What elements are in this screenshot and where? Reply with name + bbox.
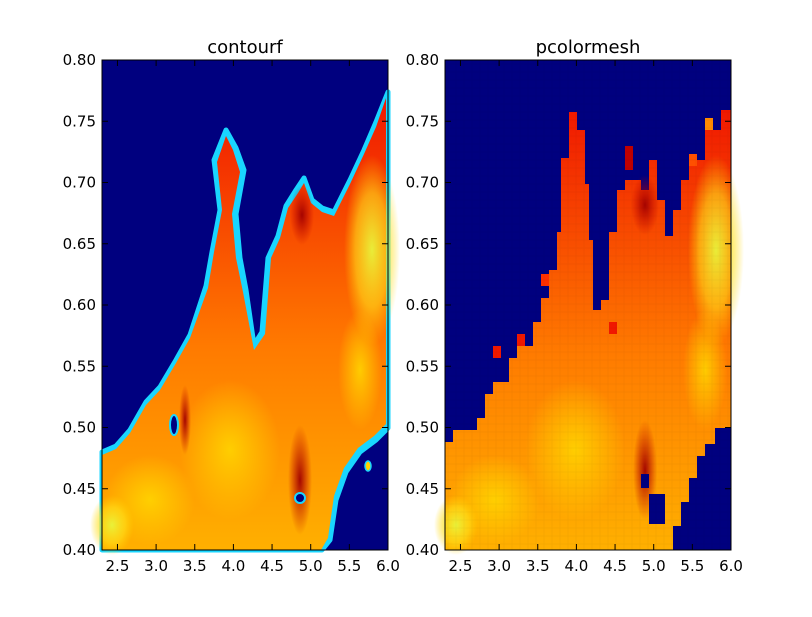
y-tick-label: 0.70 bbox=[406, 174, 439, 192]
y-tick-label: 0.50 bbox=[406, 419, 439, 437]
plot-area bbox=[434, 59, 744, 555]
x-tick-label: 3.5 bbox=[526, 557, 550, 575]
contour-hole bbox=[364, 460, 372, 472]
y-tick-label: 0.65 bbox=[63, 235, 96, 253]
y-tick-label: 0.75 bbox=[63, 112, 96, 130]
region-low bbox=[290, 185, 314, 245]
chart-title: contourf bbox=[207, 37, 283, 58]
y-tick-label: 0.45 bbox=[63, 480, 96, 498]
y-tick-label: 0.40 bbox=[406, 541, 439, 559]
region-high bbox=[338, 310, 382, 430]
y-tick-label: 0.65 bbox=[406, 235, 439, 253]
x-tick-label: 6.0 bbox=[376, 557, 400, 575]
x-tick-label: 5.5 bbox=[680, 557, 704, 575]
y-tick-label: 0.50 bbox=[63, 419, 96, 437]
region-peak bbox=[90, 495, 134, 555]
y-tick-label: 0.55 bbox=[63, 357, 96, 375]
y-axis: 0.40 0.45 0.50 0.55 0.60 0.65 0.70 0.75 0.80 bbox=[406, 51, 731, 559]
x-tick-label: 4.0 bbox=[564, 557, 588, 575]
x-tick-label: 5.0 bbox=[299, 557, 323, 575]
region-high bbox=[180, 380, 280, 520]
contour-hole bbox=[169, 414, 179, 436]
y-tick-label: 0.75 bbox=[406, 112, 439, 130]
x-tick-label: 3.5 bbox=[183, 557, 207, 575]
x-tick-label: 4.5 bbox=[260, 557, 284, 575]
x-tick-label: 3.0 bbox=[144, 557, 168, 575]
x-tick-label: 4.5 bbox=[603, 557, 627, 575]
contour-fill-warm bbox=[102, 98, 386, 550]
region-peak bbox=[344, 155, 400, 345]
x-tick-label: 4.0 bbox=[221, 557, 245, 575]
y-tick-label: 0.45 bbox=[406, 480, 439, 498]
plot-area bbox=[90, 59, 400, 555]
contour-hole bbox=[294, 492, 306, 504]
y-tick-label: 0.60 bbox=[406, 296, 439, 314]
y-tick-label: 0.40 bbox=[63, 541, 96, 559]
region-low bbox=[288, 425, 312, 535]
x-tick-label: 2.5 bbox=[449, 557, 473, 575]
y-axis: 0.40 0.45 0.50 0.55 0.60 0.65 0.70 0.75 0.80 bbox=[63, 51, 388, 559]
x-axis: 2.5 3.0 3.5 4.0 4.5 5.0 5.5 6.0 bbox=[449, 60, 743, 575]
region-low bbox=[179, 385, 191, 455]
x-tick-label: 6.0 bbox=[719, 557, 743, 575]
x-axis: 2.5 3.0 3.5 4.0 4.5 5.0 5.5 6.0 bbox=[106, 60, 400, 575]
y-tick-label: 0.55 bbox=[406, 357, 439, 375]
x-tick-label: 3.0 bbox=[487, 557, 511, 575]
y-tick-label: 0.70 bbox=[63, 174, 96, 192]
y-tick-label: 0.80 bbox=[63, 51, 96, 69]
contourf-panel: contourf 2.5 3.0 3.5 4.0 4.5 5.0 5.5 6.0 0.400.… bbox=[63, 37, 400, 575]
y-tick-label: 0.60 bbox=[63, 296, 96, 314]
x-tick-label: 5.0 bbox=[642, 557, 666, 575]
x-tick-label: 2.5 bbox=[106, 557, 130, 575]
x-tick-label: 5.5 bbox=[337, 557, 361, 575]
pcolormesh-panel: pcolormesh bbox=[406, 37, 744, 575]
mesh-grid bbox=[445, 60, 731, 550]
chart-title: pcolormesh bbox=[536, 37, 641, 58]
y-tick-label: 0.80 bbox=[406, 51, 439, 69]
